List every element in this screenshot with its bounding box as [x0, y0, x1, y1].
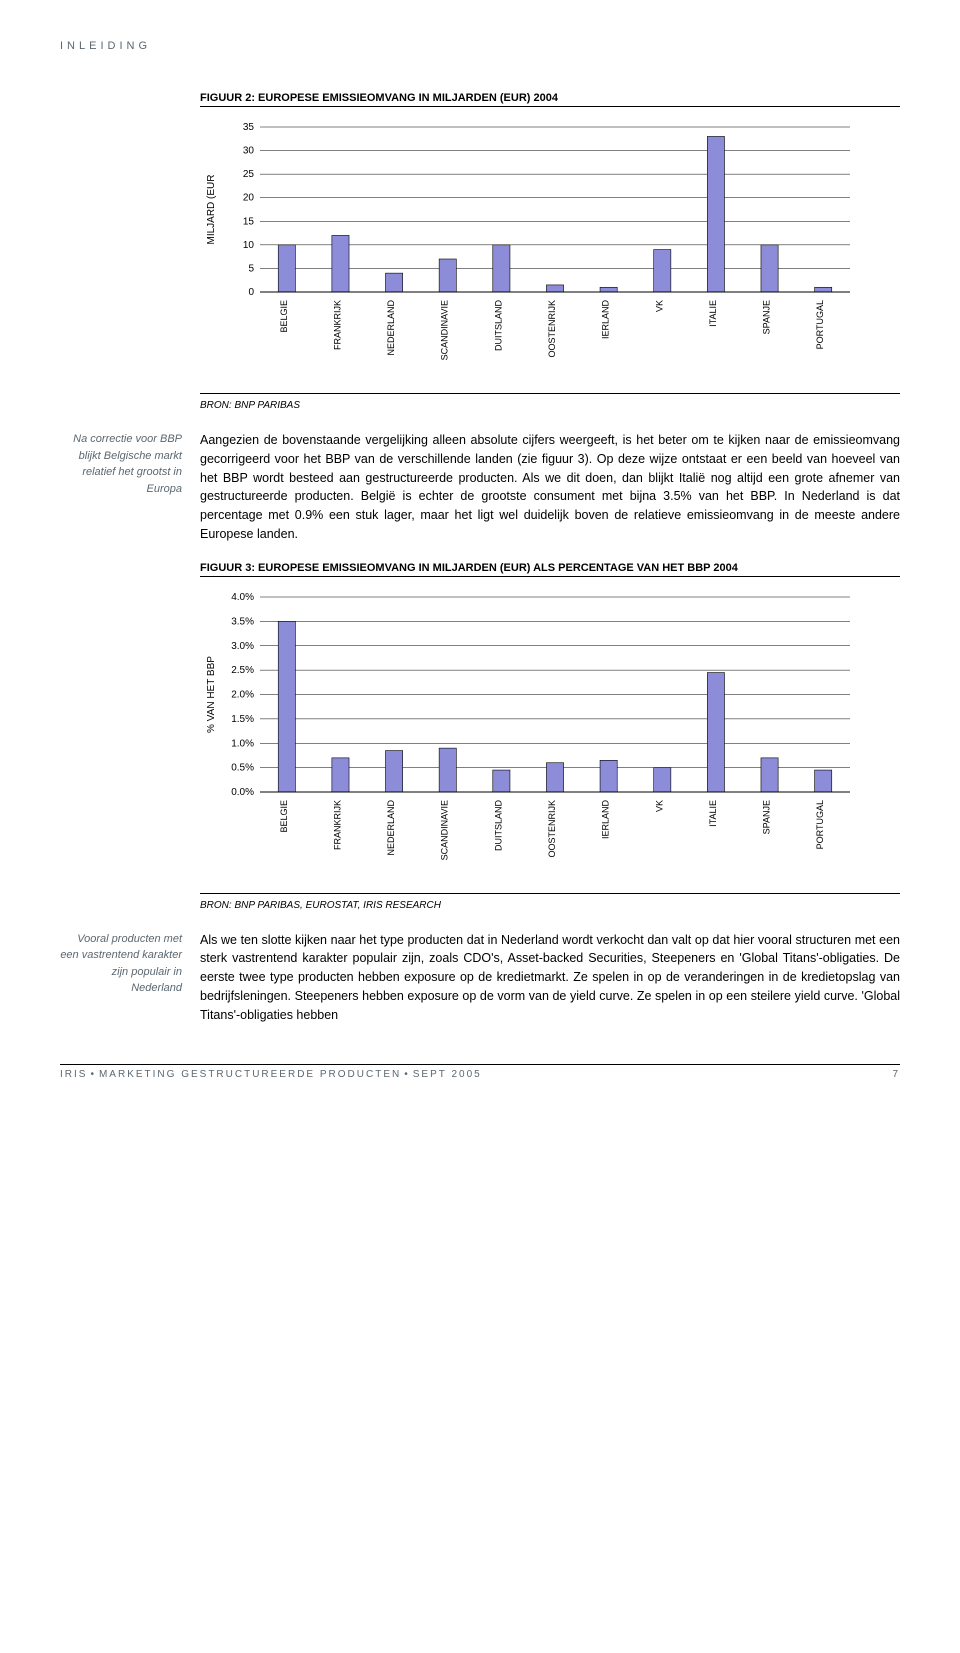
chart2-svg: 0.0% 0.5% 1.0% 1.5% 2.0% 2.5% 3.0% 3.5% 4.0% BELG… — [200, 587, 860, 887]
svg-text:2.0%: 2.0% — [231, 689, 254, 700]
svg-text:0.0%: 0.0% — [231, 787, 254, 798]
chart-bar — [332, 757, 349, 791]
svg-text:5: 5 — [248, 263, 254, 274]
chart-bar — [815, 770, 832, 792]
chart-bar — [439, 259, 456, 292]
chart-bar — [761, 757, 778, 791]
svg-text:ITALIE: ITALIE — [708, 800, 718, 827]
chart-bar — [815, 287, 832, 292]
footer-pageno: 7 — [892, 1069, 900, 1080]
svg-text:FRANKRIJK: FRANKRIJK — [332, 300, 342, 350]
sidenote-1: Na correctie voor BBP blijkt Belgische m… — [60, 431, 182, 544]
svg-text:35: 35 — [243, 122, 255, 133]
svg-text:1.0%: 1.0% — [231, 738, 254, 749]
chart-bar — [332, 235, 349, 292]
chart-bar — [546, 762, 563, 791]
chart-bar — [707, 672, 724, 791]
svg-text:15: 15 — [243, 216, 255, 227]
body-block-2: Vooral producten met een vastrentend kar… — [60, 931, 900, 1025]
page-header: INLEIDING — [60, 40, 900, 52]
chart2-source: BRON: BNP PARIBAS, EUROSTAT, IRIS RESEAR… — [200, 900, 900, 911]
chart-bar — [600, 760, 617, 792]
svg-text:30: 30 — [243, 146, 255, 157]
svg-text:DUITSLAND: DUITSLAND — [493, 799, 503, 851]
svg-text:NEDERLAND: NEDERLAND — [386, 799, 396, 855]
svg-text:BELGIE: BELGIE — [279, 800, 289, 833]
chart-bar — [278, 621, 295, 792]
svg-text:BELGIE: BELGIE — [279, 300, 289, 333]
chart-bar — [493, 770, 510, 792]
svg-text:3.0%: 3.0% — [231, 640, 254, 651]
chart2-rule — [200, 893, 900, 894]
svg-text:2.5%: 2.5% — [231, 665, 254, 676]
svg-text:PORTUGAL: PORTUGAL — [815, 800, 825, 849]
svg-text:VK: VK — [654, 800, 664, 812]
chart1-svg: 0 5 10 15 20 25 30 35 BELGIE FRANKRIJK NEDERLAND SC… — [200, 117, 860, 387]
chart-bar — [761, 245, 778, 292]
paragraph-1: Aangezien de bovenstaande vergelijking a… — [200, 431, 900, 544]
svg-text:IERLAND: IERLAND — [601, 300, 611, 340]
sidenote-2: Vooral producten met een vastrentend kar… — [60, 931, 182, 1025]
chart-bar — [386, 273, 403, 292]
svg-text:OOSTENRIJK: OOSTENRIJK — [547, 300, 557, 358]
svg-text:10: 10 — [243, 240, 255, 251]
chart-bar — [546, 285, 563, 292]
svg-text:0: 0 — [248, 287, 254, 298]
chart-bar — [654, 250, 671, 292]
svg-text:% VAN HET BBP: % VAN HET BBP — [206, 655, 217, 732]
svg-text:20: 20 — [243, 193, 255, 204]
svg-text:25: 25 — [243, 169, 255, 180]
chart-bar — [439, 748, 456, 792]
svg-text:3.5%: 3.5% — [231, 616, 254, 627]
paragraph-2: Als we ten slotte kijken naar het type p… — [200, 931, 900, 1025]
svg-text:ITALIE: ITALIE — [708, 300, 718, 327]
svg-text:PORTUGAL: PORTUGAL — [815, 300, 825, 349]
chart-bar — [493, 245, 510, 292]
svg-text:SPANJE: SPANJE — [762, 300, 772, 334]
chart1-source: BRON: BNP PARIBAS — [200, 400, 900, 411]
svg-text:SCANDINAVIE: SCANDINAVIE — [440, 300, 450, 360]
svg-text:MILJARD (EUR: MILJARD (EUR — [206, 174, 217, 244]
chart-bar — [278, 245, 295, 292]
svg-text:IERLAND: IERLAND — [601, 799, 611, 839]
chart1-title: FIGUUR 2: EUROPESE EMISSIEOMVANG IN MILJ… — [200, 92, 900, 107]
chart2-container: 0.0% 0.5% 1.0% 1.5% 2.0% 2.5% 3.0% 3.5% 4.0% BELG… — [200, 587, 900, 887]
chart-bar — [600, 287, 617, 292]
svg-text:4.0%: 4.0% — [231, 592, 254, 603]
svg-text:VK: VK — [654, 300, 664, 312]
svg-text:OOSTENRIJK: OOSTENRIJK — [547, 800, 557, 858]
svg-text:0.5%: 0.5% — [231, 762, 254, 773]
page-footer: IRIS•MARKETING GESTRUCTUREERDE PRODUCTEN… — [60, 1064, 900, 1080]
chart1-container: 0 5 10 15 20 25 30 35 BELGIE FRANKRIJK NEDERLAND SC… — [200, 117, 900, 387]
svg-text:SPANJE: SPANJE — [762, 800, 772, 834]
svg-text:FRANKRIJK: FRANKRIJK — [332, 800, 342, 850]
chart-bar — [654, 767, 671, 791]
chart-bar — [707, 136, 724, 292]
svg-text:SCANDINAVIE: SCANDINAVIE — [440, 800, 450, 860]
chart-bar — [386, 750, 403, 791]
svg-text:1.5%: 1.5% — [231, 713, 254, 724]
body-block-1: Na correctie voor BBP blijkt Belgische m… — [60, 431, 900, 544]
chart2-title: FIGUUR 3: EUROPESE EMISSIEOMVANG IN MILJ… — [200, 562, 900, 577]
footer-left: IRIS•MARKETING GESTRUCTUREERDE PRODUCTEN… — [60, 1069, 482, 1080]
chart1-rule — [200, 393, 900, 394]
svg-text:NEDERLAND: NEDERLAND — [386, 300, 396, 356]
svg-text:DUITSLAND: DUITSLAND — [493, 300, 503, 352]
